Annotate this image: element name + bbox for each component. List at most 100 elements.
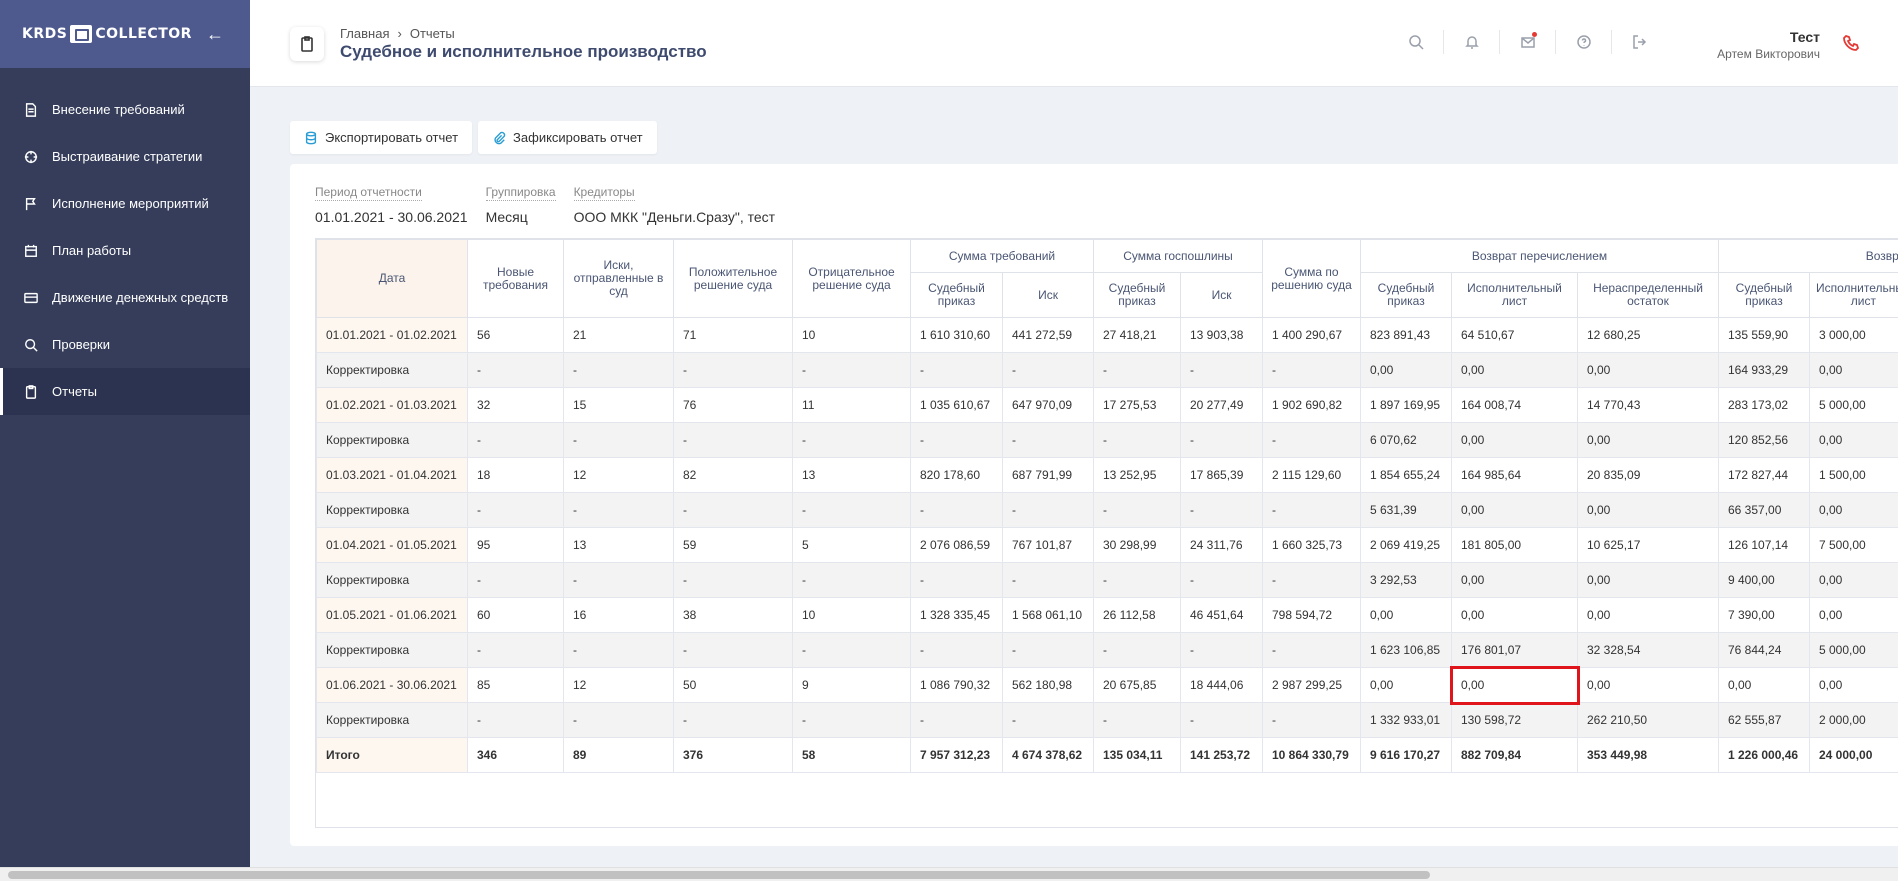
table-cell: 21 bbox=[563, 317, 674, 353]
filter-grouping[interactable]: Группировка Месяц bbox=[485, 183, 556, 225]
breadcrumb-home[interactable]: Главная bbox=[340, 26, 390, 41]
table-cell: 0,00 bbox=[1451, 492, 1578, 528]
table-cell: 9 616 170,27 bbox=[1360, 737, 1452, 773]
table-cell: 130 598,72 bbox=[1451, 702, 1578, 738]
table-cell: - bbox=[563, 702, 674, 738]
search-icon[interactable] bbox=[1388, 30, 1444, 54]
logo[interactable]: KRDS COLLECTOR bbox=[22, 25, 192, 43]
sidebar-item-activities[interactable]: Исполнение мероприятий bbox=[0, 180, 250, 227]
table-cell: 10 bbox=[792, 317, 911, 353]
table-cell: 0,00 bbox=[1451, 562, 1578, 598]
filter-period[interactable]: Период отчетности 01.01.2021 - 30.06.202… bbox=[315, 183, 468, 225]
correction-row: Корректировка - - - - - - - - -6 070,62 0,00 0,00 12… bbox=[316, 422, 1898, 458]
phone-icon[interactable] bbox=[1842, 34, 1860, 52]
crosshair-icon bbox=[24, 150, 38, 164]
subheader-court-order[interactable]: Судебный приказ bbox=[910, 272, 1003, 318]
table-cell: 346 bbox=[467, 737, 564, 773]
subheader-writ[interactable]: Исполнительный лист bbox=[1809, 272, 1898, 318]
subheader-claim[interactable]: Иск bbox=[1002, 272, 1094, 318]
table-cell: - bbox=[1002, 562, 1094, 598]
table-cell: 7 390,00 bbox=[1718, 597, 1810, 633]
table-cell: - bbox=[673, 562, 793, 598]
header-date[interactable]: Дата bbox=[316, 239, 468, 318]
document-icon bbox=[24, 102, 38, 117]
table-cell: - bbox=[673, 422, 793, 458]
table-cell: 13 903,38 bbox=[1180, 317, 1263, 353]
header-negative-decision[interactable]: Отрицательное решение суда bbox=[792, 239, 911, 318]
table-cell: 262 210,50 bbox=[1577, 702, 1719, 738]
table-cell: - bbox=[1093, 352, 1181, 388]
table-cell: 0,00 bbox=[1809, 562, 1898, 598]
sidebar-item-cashflow[interactable]: Движение денежных средств bbox=[0, 274, 250, 321]
subheader-writ[interactable]: Исполнительный лист bbox=[1451, 272, 1578, 318]
arrow-left-icon[interactable]: ← bbox=[206, 23, 224, 44]
table-cell: - bbox=[467, 492, 564, 528]
header-new-requirements[interactable]: Новые требования bbox=[467, 239, 564, 318]
table-cell: 0,00 bbox=[1577, 562, 1719, 598]
table-cell: - bbox=[467, 632, 564, 668]
subheader-unallocated[interactable]: Нераспределенный остаток bbox=[1577, 272, 1719, 318]
table-cell: 353 449,98 bbox=[1577, 737, 1719, 773]
table-cell: 176 801,07 bbox=[1451, 632, 1578, 668]
report-card: Период отчетности 01.01.2021 - 30.06.202… bbox=[290, 164, 1898, 846]
fix-report-button[interactable]: Зафиксировать отчет bbox=[478, 121, 657, 154]
notification-dot bbox=[1532, 32, 1537, 37]
table-cell: 9 400,00 bbox=[1718, 562, 1810, 598]
header-state-duty[interactable]: Сумма госпошлины bbox=[1093, 239, 1263, 273]
table-cell: - bbox=[792, 702, 911, 738]
logo-text-right: COLLECTOR bbox=[95, 26, 192, 42]
database-icon bbox=[305, 131, 317, 144]
table-cell: 0,00 bbox=[1809, 492, 1898, 528]
sidebar-item-label: Исполнение мероприятий bbox=[52, 196, 209, 211]
subheader-court-order[interactable]: Судебный приказ bbox=[1360, 272, 1452, 318]
table-cell: 0,00 bbox=[1577, 597, 1719, 633]
table-cell: - bbox=[563, 562, 674, 598]
sidebar-item-requirements[interactable]: Внесение требований bbox=[0, 86, 250, 133]
mail-icon[interactable] bbox=[1500, 30, 1556, 54]
subheader-court-order[interactable]: Судебный приказ bbox=[1718, 272, 1810, 318]
table-cell: - bbox=[467, 422, 564, 458]
flag-icon bbox=[24, 197, 38, 211]
header-positive-decision[interactable]: Положительное решение суда bbox=[673, 239, 793, 318]
table-cell: 58 bbox=[792, 737, 911, 773]
table-row: 01.02.2021 - 01.03.2021 32 15 76 11 1 035 610… bbox=[316, 387, 1898, 423]
table-cell: 10 625,17 bbox=[1577, 527, 1719, 563]
filter-creditors[interactable]: Кредиторы ООО МКК "Деньги.Сразу", тест bbox=[573, 183, 775, 225]
table-cell: - bbox=[910, 352, 1003, 388]
report-table-container[interactable]: Дата Новые требования Иски, отправленные… bbox=[315, 238, 1898, 828]
sidebar-item-label: Проверки bbox=[52, 337, 110, 352]
bell-icon[interactable] bbox=[1444, 30, 1500, 54]
sidebar-item-reports[interactable]: Отчеты bbox=[0, 368, 250, 415]
table-cell: 1 660 325,73 bbox=[1262, 527, 1361, 563]
table-cell: 687 791,99 bbox=[1002, 457, 1094, 493]
logout-icon[interactable] bbox=[1612, 30, 1668, 54]
table-cell: 60 bbox=[467, 597, 564, 633]
table-cell: 1 902 690,82 bbox=[1262, 387, 1361, 423]
table-row: 01.01.2021 - 01.02.2021 56 21 71 10 1 610 310… bbox=[316, 317, 1898, 353]
table-cell: - bbox=[792, 632, 911, 668]
table-cell: - bbox=[673, 492, 793, 528]
sidebar-item-plan[interactable]: План работы bbox=[0, 227, 250, 274]
header-sum-requirements[interactable]: Сумма требований bbox=[910, 239, 1094, 273]
header-refund-transfer[interactable]: Возврат перечислением bbox=[1360, 239, 1719, 273]
table-cell: - bbox=[563, 632, 674, 668]
export-report-button[interactable]: Экспортировать отчет bbox=[290, 121, 473, 154]
header-court-sum[interactable]: Сумма по решению суда bbox=[1262, 239, 1361, 318]
logo-icon bbox=[70, 25, 93, 43]
table-cell: - bbox=[1093, 492, 1181, 528]
help-icon[interactable] bbox=[1556, 30, 1612, 54]
header-return[interactable]: Возврат bbox=[1718, 239, 1898, 273]
subheader-claim[interactable]: Иск bbox=[1180, 272, 1263, 318]
breadcrumb-reports[interactable]: Отчеты bbox=[409, 26, 455, 41]
user-info[interactable]: Тест Артем Викторович bbox=[1717, 29, 1820, 61]
row-label-cell: Корректировка bbox=[316, 562, 468, 598]
table-cell: 0,00 bbox=[1449, 665, 1580, 705]
header-claims-sent[interactable]: Иски, отправленные в суд bbox=[563, 239, 674, 318]
table-cell: 1 332 933,01 bbox=[1360, 702, 1452, 738]
subheader-court-order[interactable]: Судебный приказ bbox=[1093, 272, 1181, 318]
horizontal-scrollbar[interactable] bbox=[0, 867, 1898, 881]
sidebar-item-checks[interactable]: Проверки bbox=[0, 321, 250, 368]
sidebar-item-strategy[interactable]: Выстраивание стратегии bbox=[0, 133, 250, 180]
table-cell: 12 bbox=[563, 457, 674, 493]
scrollbar-thumb[interactable] bbox=[8, 871, 1430, 879]
